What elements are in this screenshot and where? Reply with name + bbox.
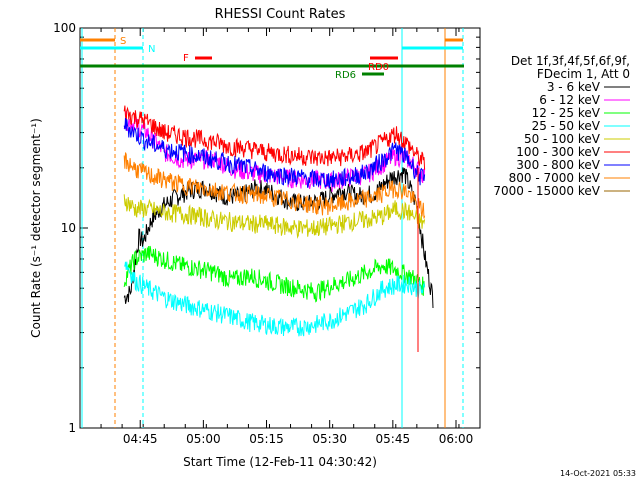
legend-title: FDecim 1, Att 0: [537, 67, 630, 81]
x-tick-label: 04:45: [123, 432, 158, 446]
legend-entry-label: 6 - 12 keV: [539, 93, 601, 107]
legend-entry-label: 7000 - 15000 keV: [493, 184, 600, 198]
state-bar-label: S: [120, 36, 126, 47]
y-tick-label: 10: [61, 221, 76, 235]
legend-entry-label: 3 - 6 keV: [547, 80, 601, 94]
x-tick-label: 05:00: [186, 432, 221, 446]
x-tick-label: 06:00: [439, 432, 474, 446]
event-markers: [81, 28, 464, 428]
x-axis-label: Start Time (12-Feb-11 04:30:42): [183, 455, 377, 469]
legend-entry-label: 12 - 25 keV: [532, 106, 601, 120]
legend: Det 1f,3f,4f,5f,6f,9f,FDecim 1, Att 03 -…: [493, 54, 630, 198]
y-axis-label: Count Rate (s⁻¹ detector segment⁻¹): [29, 118, 43, 338]
state-bar-label: F: [183, 53, 189, 64]
series-line: [124, 261, 426, 337]
x-tick-label: 05:30: [312, 432, 347, 446]
chart-title: RHESSI Count Rates: [215, 7, 346, 22]
attenuator-bars: S N F RD0 RD6: [80, 36, 464, 81]
y-axis-ticks: 1 10 100: [53, 21, 480, 435]
x-tick-label: 05:45: [376, 432, 411, 446]
y-tick-label: 100: [53, 21, 76, 35]
series-line: [123, 152, 426, 219]
series-line: [123, 245, 426, 303]
state-bar-label: RD6: [335, 70, 356, 81]
x-axis-ticks: 04:45 05:00 05:15 05:30 05:45 06:00: [79, 28, 481, 446]
series-line: [123, 117, 426, 189]
legend-entry-label: 800 - 7000 keV: [509, 171, 601, 185]
footer-timestamp: 14-Oct-2021 05:33: [560, 469, 636, 478]
legend-entry-label: 25 - 50 keV: [532, 119, 601, 133]
legend-entry-label: 50 - 100 keV: [524, 132, 601, 146]
legend-title: Det 1f,3f,4f,5f,6f,9f,: [511, 54, 630, 68]
series-line: [123, 194, 426, 239]
series-lines: [123, 105, 434, 352]
y-tick-label: 1: [68, 421, 76, 435]
state-bar-label: RD0: [368, 62, 389, 73]
series-line: [123, 105, 426, 170]
legend-entry-label: 100 - 300 keV: [516, 145, 600, 159]
state-bar-label: N: [148, 44, 155, 55]
legend-entry-label: 300 - 800 keV: [516, 158, 600, 172]
x-tick-label: 05:15: [249, 432, 284, 446]
